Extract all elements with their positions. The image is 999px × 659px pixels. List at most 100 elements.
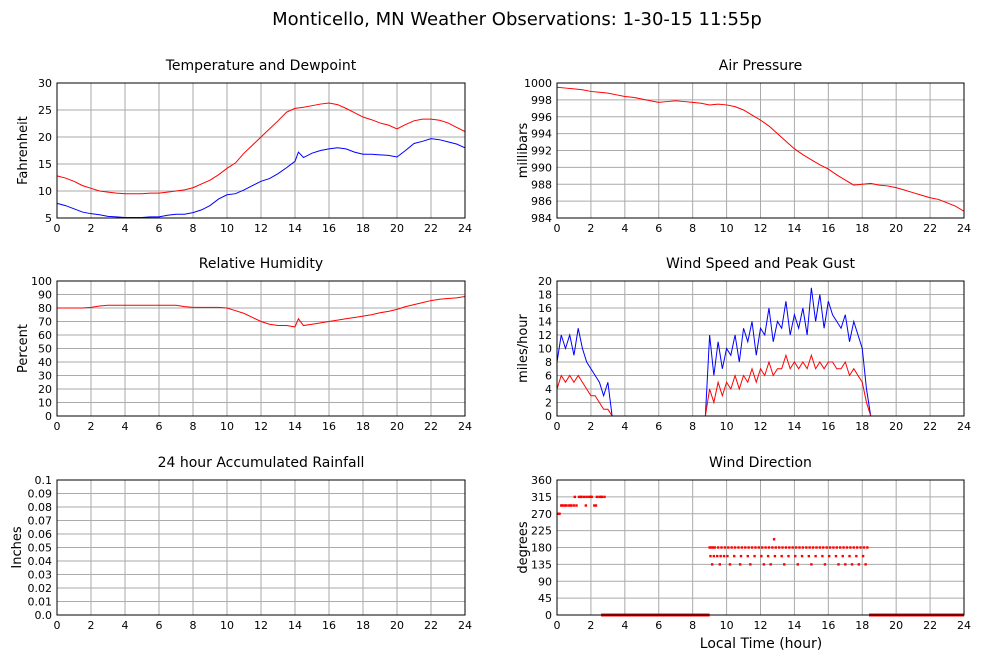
direction-point (823, 563, 827, 566)
direction-point (579, 495, 582, 499)
temp-x-tick-label: 14 (288, 222, 302, 235)
rain-y-tick-label: 0.02 (28, 582, 53, 595)
direction-point (712, 554, 716, 558)
direction-x-tick-label: 22 (923, 619, 937, 632)
wind-y-tick-label: 8 (545, 356, 552, 369)
rain-plot-frame (56, 479, 466, 616)
direction-point (835, 546, 839, 549)
rain-y-tick-label: 0.0 (35, 609, 53, 622)
rain-y-tick-label: 0.05 (28, 542, 53, 555)
direction-point (805, 546, 808, 549)
direction-point (801, 546, 805, 549)
direction-point (839, 546, 842, 549)
humidity-y-tick-label: 0 (45, 410, 52, 423)
temp-plot-frame (56, 82, 466, 219)
direction-point (572, 504, 576, 507)
direction-point (828, 546, 832, 549)
direction-point (814, 554, 817, 558)
temp-x-tick-label: 2 (88, 222, 95, 235)
pressure-x-tick-label: 0 (554, 222, 561, 235)
humidity-y-tick-label: 90 (38, 289, 52, 302)
direction-point (772, 538, 776, 541)
humidity-x-tick-label: 24 (458, 420, 472, 433)
wind-x-tick-label: 10 (720, 420, 734, 433)
direction-point (822, 546, 825, 549)
temp-x-tick-label: 16 (322, 222, 336, 235)
direction-point (800, 554, 804, 558)
temp-series-line-0 (56, 102, 466, 195)
pressure-y-tick-label: 992 (531, 145, 552, 158)
direction-point (844, 563, 847, 566)
humidity-chart-title: Relative Humidity (199, 256, 323, 272)
direction-point (710, 563, 714, 566)
wind-y-tick-label: 0 (545, 410, 552, 423)
direction-point (738, 563, 742, 566)
temp-x-tick-label: 12 (254, 222, 268, 235)
wind-x-tick-label: 14 (787, 420, 801, 433)
wind-x-tick-label: 16 (821, 420, 835, 433)
direction-point (720, 546, 723, 549)
humidity-x-tick-label: 12 (254, 420, 268, 433)
direction-point (727, 546, 730, 549)
pressure-x-tick-label: 2 (587, 222, 594, 235)
direction-point (842, 546, 845, 549)
direction-point (861, 554, 865, 558)
pressure-y-tick-label: 998 (531, 94, 552, 107)
pressure-x-tick-label: 18 (855, 222, 869, 235)
rain-y-tick-label: 0.01 (28, 596, 53, 609)
direction-point (567, 504, 571, 507)
humidity-y-tick-label: 40 (38, 356, 52, 369)
direction-x-tick-label: 4 (621, 619, 628, 632)
direction-point (710, 546, 713, 549)
pressure-x-tick-label: 4 (621, 222, 628, 235)
humidity-series-line-0 (57, 296, 466, 328)
direction-point (749, 563, 752, 566)
pressure-plot-frame (556, 82, 965, 219)
direction-point (585, 495, 588, 499)
direction-point (713, 546, 716, 549)
direction-point (760, 554, 763, 558)
direction-point (788, 546, 791, 549)
rain-y-tick-label: 0.08 (28, 501, 53, 514)
rain-y-tick-label: 0.07 (28, 515, 53, 528)
rain-y-tick-label: 0.04 (28, 555, 53, 568)
wind-series-line-1 (556, 353, 964, 417)
humidity-y-tick-label: 60 (38, 329, 52, 342)
direction-x-tick-label: 8 (689, 619, 696, 632)
direction-point (837, 563, 840, 566)
humidity-x-tick-label: 20 (390, 420, 404, 433)
direction-point (588, 495, 591, 499)
rain-x-tick-label: 18 (356, 619, 370, 632)
humidity-y-tick-label: 30 (38, 370, 52, 383)
direction-point (864, 563, 867, 566)
temp-y-tick-label: 15 (38, 158, 52, 171)
pressure-y-tick-label: 986 (531, 195, 552, 208)
temp-x-tick-label: 4 (122, 222, 129, 235)
direction-x-tick-label: 0 (554, 619, 561, 632)
wind-series-line-0 (556, 287, 964, 417)
direction-y-tick-label: 135 (531, 558, 552, 571)
direction-point (564, 504, 567, 507)
pressure-series-line-0 (556, 86, 965, 212)
humidity-x-tick-label: 4 (122, 420, 129, 433)
direction-point (845, 546, 849, 549)
pressure-x-tick-label: 8 (689, 222, 696, 235)
direction-point (711, 546, 715, 549)
direction-y-tick-label: 225 (531, 525, 552, 538)
direction-point (558, 512, 561, 515)
wind-plot-frame (556, 280, 965, 417)
direction-y-tick-label: 90 (538, 575, 552, 588)
direction-chart-title: Wind Direction (709, 455, 812, 471)
direction-point (757, 546, 761, 549)
direction-point (716, 554, 719, 558)
direction-point (764, 546, 767, 549)
direction-point (783, 563, 786, 566)
direction-point (726, 554, 729, 558)
humidity-x-tick-label: 16 (322, 420, 336, 433)
direction-y-tick-label: 360 (531, 474, 552, 487)
pressure-x-tick-label: 10 (720, 222, 734, 235)
rain-x-tick-label: 20 (390, 619, 404, 632)
direction-point (857, 563, 861, 566)
direction-x-tick-label: 10 (720, 619, 734, 632)
direction-point (556, 512, 560, 515)
